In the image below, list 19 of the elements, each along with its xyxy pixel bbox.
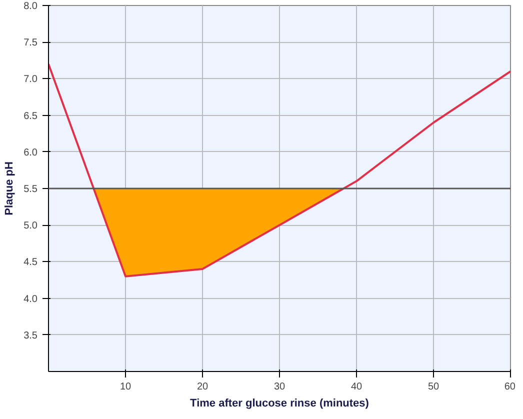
x-axis-title: Time after glucose rinse (minutes) <box>190 398 370 410</box>
y-tick-label: 5.0 <box>24 220 38 232</box>
y-tick-label: 7.5 <box>24 38 38 49</box>
y-axis-title: Plaque pH <box>4 162 16 216</box>
x-tick-label: 50 <box>428 382 440 392</box>
line-series <box>48 63 510 278</box>
x-tick-label: 20 <box>196 382 208 392</box>
x-tick-label: 40 <box>350 382 362 392</box>
y-tick-label: 6.5 <box>24 110 38 122</box>
y-tick-label: 4.0 <box>24 294 38 305</box>
x-tick-label: 10 <box>120 382 132 392</box>
y-tick-label: 8.0 <box>24 1 38 12</box>
y-tick-label: 6.0 <box>24 147 38 158</box>
y-tick-label: 5.5 <box>24 184 38 195</box>
y-tick-label: 7.0 <box>24 74 38 86</box>
y-tick-label: 3.5 <box>24 330 38 342</box>
y-tick-label: 4.5 <box>24 257 38 268</box>
x-tick-label: 30 <box>274 382 286 392</box>
x-tick-label: 60 <box>504 382 516 392</box>
